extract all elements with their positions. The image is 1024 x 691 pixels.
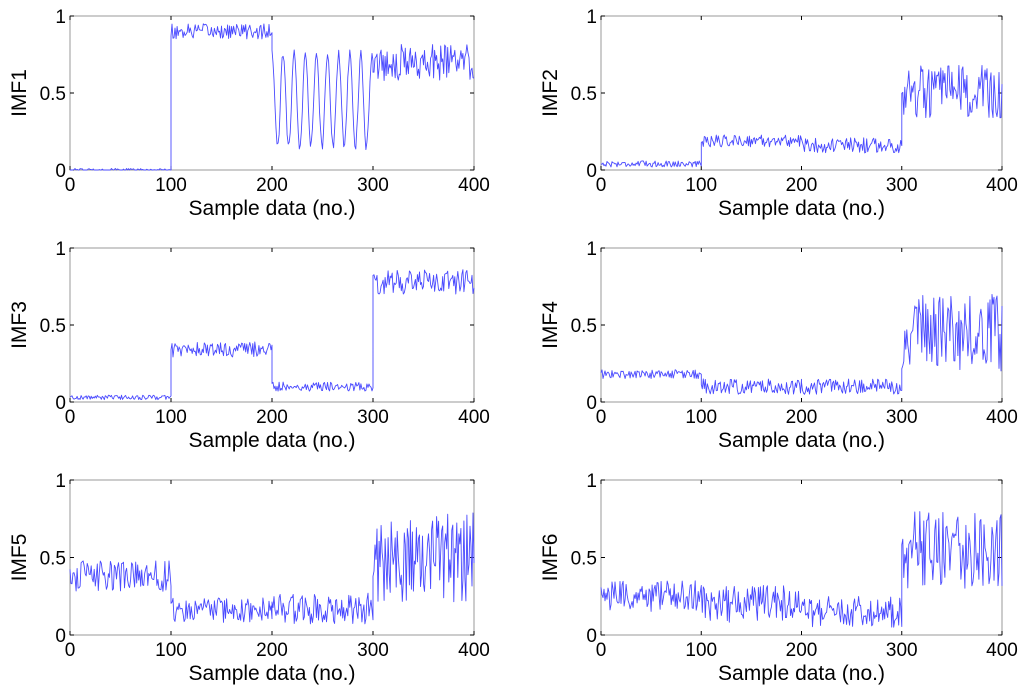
chart-panel-imf3: 0 100 200 300 400 0 0.5 1 Sample data (no.) IMF3 [8,239,490,452]
x-tick-label: 100 [685,175,717,196]
x-tick-label: 200 [786,407,818,428]
y-axis-label: IMF2 [539,69,562,117]
y-tick-label: 0.5 [571,549,597,570]
x-tick-label: 0 [65,407,76,428]
x-tick-label: 100 [155,407,187,428]
chart-panel-imf5: 0 100 200 300 400 0 0.5 1 Sample data (no.) IMF5 [8,471,490,685]
x-axis-label: Sample data (no.) [718,662,885,685]
y-axis-label: IMF6 [539,534,562,582]
x-tick-label: 300 [886,407,918,428]
x-tick-label: 400 [986,640,1018,661]
x-tick-label: 200 [256,407,288,428]
x-tick-label: 100 [155,175,187,196]
x-tick-label: 400 [986,175,1018,196]
x-tick-label: 0 [65,640,76,661]
x-tick-label: 400 [458,175,490,196]
y-tick-label: 0 [586,161,597,182]
x-tick-label: 200 [256,175,288,196]
x-axis-label: Sample data (no.) [718,197,885,220]
x-tick-label: 200 [256,640,288,661]
y-tick-label: 0 [55,161,66,182]
x-tick-label: 200 [786,175,818,196]
chart-panel-imf1: 0 100 200 300 400 0 0.5 1 Sample data (no.) IMF1 [8,7,490,220]
x-axis-label: Sample data (no.) [189,429,356,452]
series-line-imf1 [70,23,475,171]
x-tick-label: 300 [357,175,389,196]
chart-panel-imf2: 0 100 200 300 400 0 0.5 1 Sample data (no.) IMF2 [539,7,1018,220]
x-tick-label: 100 [155,640,187,661]
y-axis-label: IMF5 [8,534,31,582]
x-tick-label: 0 [65,175,76,196]
y-tick-label: 0.5 [571,316,597,337]
x-tick-label: 0 [596,640,607,661]
y-tick-label: 0 [586,393,597,414]
y-tick-label: 0.5 [40,84,66,105]
chart-panel-imf6: 0 100 200 300 400 0 0.5 1 Sample data (no.) IMF6 [539,471,1018,685]
series-line-imf6 [600,511,1003,628]
y-tick-label: 0 [55,626,66,647]
x-tick-label: 300 [886,640,918,661]
x-tick-label: 0 [596,407,607,428]
x-axis-label: Sample data (no.) [189,197,356,220]
x-tick-label: 100 [685,407,717,428]
x-tick-label: 400 [458,640,490,661]
y-tick-label: 1 [586,7,597,28]
y-tick-label: 1 [55,7,66,28]
y-tick-label: 1 [55,239,66,260]
series-line-imf4 [600,293,1003,395]
x-tick-label: 400 [986,407,1018,428]
y-tick-label: 0.5 [40,316,66,337]
y-tick-label: 0.5 [40,549,66,570]
x-tick-label: 300 [357,640,389,661]
series-line-imf5 [69,512,475,625]
x-axis-label: Sample data (no.) [189,662,356,685]
x-tick-label: 300 [357,407,389,428]
y-tick-label: 0 [55,393,66,414]
y-tick-label: 1 [586,239,597,260]
y-tick-label: 0 [586,626,597,647]
x-tick-label: 200 [786,640,818,661]
y-axis-label: IMF3 [8,301,31,349]
y-axis-label: IMF4 [539,301,562,349]
series-line-imf3 [69,269,475,401]
x-tick-label: 100 [685,640,717,661]
chart-panel-imf4: 0 100 200 300 400 0 0.5 1 Sample data (no.) IMF4 [539,239,1018,452]
y-tick-label: 1 [55,471,66,492]
x-tick-label: 300 [886,175,918,196]
x-tick-label: 0 [596,175,607,196]
y-tick-label: 0.5 [571,84,597,105]
y-tick-label: 1 [586,471,597,492]
x-axis-label: Sample data (no.) [718,429,885,452]
y-axis-label: IMF1 [8,69,31,117]
series-line-imf2 [600,64,1003,168]
x-tick-label: 400 [458,407,490,428]
